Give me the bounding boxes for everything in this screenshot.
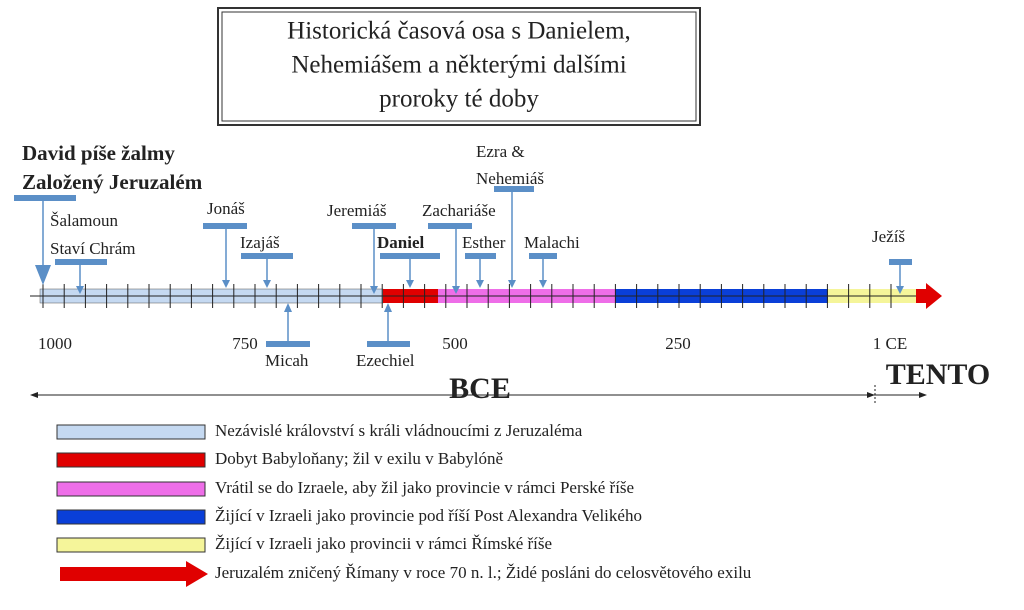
legend-label: Nezávislé království s králi vládnoucími… (215, 421, 583, 440)
event-label: Ezra & (476, 142, 525, 161)
event: Daniel (377, 233, 440, 288)
arrowhead (867, 392, 875, 398)
bce-label: BCE (449, 372, 511, 405)
event-label: Izajáš (240, 233, 280, 252)
event-label: Šalamoun (50, 211, 118, 230)
event-arrowhead (539, 280, 547, 288)
title: Historická časová osa s Danielem, (287, 18, 631, 45)
legend-swatch (56, 537, 206, 553)
legend-label: Vrátil se do Izraele, aby žil jako provi… (215, 478, 634, 497)
event-bar (14, 195, 76, 201)
event: Malachi (524, 233, 580, 288)
legend-label: Žijící v Izraeli jako provincie pod říší… (215, 506, 642, 525)
event-label: Založený Jeruzalém (22, 170, 203, 194)
event-bar (203, 223, 247, 229)
axis-label: 500 (442, 334, 468, 353)
event-bar (428, 223, 472, 229)
event-arrowhead (384, 303, 392, 312)
title-box-inner (221, 11, 697, 122)
event-arrowhead (284, 303, 292, 312)
event-label: Jonáš (207, 199, 245, 218)
event: Esther (462, 233, 506, 288)
event-arrowhead (476, 280, 484, 288)
arrowhead (919, 392, 927, 398)
event-bar (494, 186, 534, 192)
segment-arrow (916, 283, 942, 309)
event-arrowhead (508, 280, 516, 288)
event-arrowhead (222, 280, 230, 288)
event-label: Esther (462, 233, 506, 252)
axis-label: 1 CE (873, 334, 907, 353)
event-label: Jeremiáš (327, 201, 387, 220)
legend-swatch (56, 452, 206, 468)
title: proroky té doby (379, 86, 539, 113)
arrowhead (30, 392, 38, 398)
event-arrowhead (370, 286, 378, 294)
event-label: Staví Chrám (50, 239, 135, 258)
event-arrowhead (263, 280, 271, 288)
legend-label: Dobyt Babyloňany; žil v exilu v Babylóně (215, 449, 503, 468)
timeline-bar (30, 283, 942, 309)
event: Šalamoun Staví Chrám (50, 211, 135, 294)
legend-label: Jeruzalém zničený Římany v roce 70 n. l.… (215, 563, 752, 582)
event-bar (55, 259, 107, 265)
now-label: TENTO (886, 358, 991, 391)
event: Zachariáše (422, 201, 496, 294)
event: Izajáš (240, 233, 293, 288)
event: Jonáš (203, 199, 247, 288)
legend-swatch (56, 509, 206, 525)
axis-label: 1000 (38, 334, 72, 353)
event: Jeremiáš (327, 201, 396, 294)
event: Ježíš (872, 227, 912, 294)
event-label: Zachariáše (422, 201, 496, 220)
legend-arrow (60, 561, 208, 587)
event-label: David píše žalmy (22, 141, 175, 165)
event-arrowhead (896, 286, 904, 294)
event-label: Micah (265, 351, 309, 370)
event: Micah (265, 303, 310, 370)
event-label: Nehemiáš (476, 169, 544, 188)
event-label: Ezechiel (356, 351, 415, 370)
event: Ezra & Nehemiáš (476, 142, 544, 288)
title-box (217, 7, 701, 126)
event-arrowhead (452, 286, 460, 294)
event-label: Ježíš (872, 227, 905, 246)
event-arrowhead (35, 265, 51, 285)
event-label: Daniel (377, 233, 425, 252)
axis-label: 250 (665, 334, 691, 353)
legend-label: Žijící v Izraeli jako provincii v rámci … (215, 534, 552, 553)
event-arrowhead (76, 286, 84, 294)
legend-swatch (56, 424, 206, 440)
event-label: Malachi (524, 233, 580, 252)
title: Nehemiášem a některými dalšími (291, 52, 626, 79)
legend-swatch (56, 481, 206, 497)
axis-label: 750 (232, 334, 258, 353)
event: David píše žalmy Založený Jeruzalém (14, 141, 203, 285)
event: Ezechiel (356, 303, 415, 370)
event-arrowhead (406, 280, 414, 288)
